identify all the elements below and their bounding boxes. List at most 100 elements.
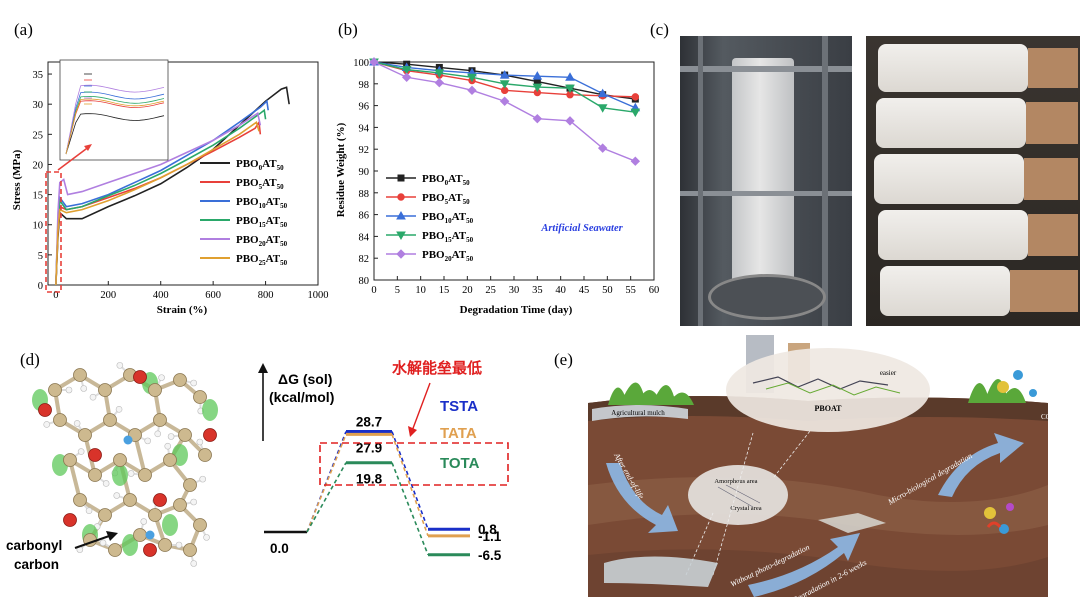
legend-label: PBO20AT50: [236, 234, 288, 248]
data-point: [435, 79, 443, 87]
y-tick-label: 35: [33, 70, 44, 81]
data-point: [468, 86, 476, 94]
microbe: [984, 507, 996, 519]
y-tick-label: 92: [359, 145, 370, 156]
degradation-schematic: (e) PBOAT easier Agricultural mulch Amor…: [548, 335, 1080, 610]
lowest-barrier-annotation: 水解能垒最低: [392, 359, 482, 377]
carbon-atom: [104, 414, 117, 427]
molecule-structure: [32, 362, 218, 566]
carbon-atom: [109, 544, 122, 557]
hydrogen-atom: [90, 394, 96, 400]
co2-bubble: [997, 381, 1009, 393]
oxygen-atom: [39, 404, 52, 417]
hydrogen-atom: [155, 431, 161, 437]
co2-label: CO₂: [1041, 413, 1054, 421]
data-point: [501, 97, 509, 105]
film-roll: [878, 210, 1028, 260]
data-point: [631, 157, 639, 165]
hydrogen-atom: [191, 499, 197, 505]
panel-label-a: (a): [14, 20, 33, 39]
panel-label-e: (e): [554, 350, 573, 369]
pathway-connector: [307, 463, 346, 532]
legend-label: PBO10AT50: [236, 196, 288, 210]
y-axis-label: Residue Weight (%): [335, 122, 347, 217]
hydrogen-atom: [176, 542, 182, 548]
carbon-atom: [114, 454, 127, 467]
y-tick-label: 15: [33, 191, 44, 202]
legend-label: PBO0AT50: [422, 173, 470, 187]
y-tick-label: 0: [38, 281, 43, 292]
carbon-atom: [64, 454, 77, 467]
co2-bubble: [1029, 389, 1037, 397]
x-tick-label: 5: [395, 285, 400, 296]
delta-g-label: ΔG (sol): [278, 371, 332, 387]
hydrogen-atom: [74, 420, 80, 426]
oxygen-atom: [154, 494, 167, 507]
film-blowing-photo: [680, 36, 852, 326]
pathway-connector: [307, 434, 346, 532]
film-roll: [880, 266, 1010, 316]
carbon-atom: [194, 391, 207, 404]
carbon-atom: [54, 414, 67, 427]
carbon-atom: [174, 374, 187, 387]
pboat-label: PBOAT: [815, 404, 843, 413]
carbon-atom: [79, 429, 92, 442]
hydrogen-atom: [100, 540, 106, 546]
x-tick-label: 0: [371, 285, 376, 296]
y-tick-label: 30: [33, 100, 44, 111]
hydrogen-atom: [114, 493, 120, 499]
x-tick-label: 30: [509, 285, 520, 296]
carbon-atom: [74, 369, 87, 382]
legend-label: PBO5AT50: [236, 177, 284, 191]
carbon-atom: [139, 469, 152, 482]
energy-axis-arrow: [258, 363, 268, 373]
carbon-atom: [159, 539, 172, 552]
oxygen-atom: [144, 544, 157, 557]
carbonyl-label: carbonyl: [6, 538, 62, 553]
die-ring: [708, 274, 826, 320]
panel-label-d: (d): [20, 350, 40, 369]
y-tick-label: 100: [353, 58, 369, 69]
data-point: [398, 194, 404, 200]
hydrogen-atom: [117, 362, 123, 368]
carbon-atom: [124, 494, 137, 507]
x-tick-label: 25: [485, 285, 496, 296]
x-tick-label: 800: [258, 290, 274, 301]
carbon-atom: [194, 519, 207, 532]
data-point: [533, 115, 541, 123]
film-roll: [876, 98, 1026, 148]
carbon-atom: [179, 429, 192, 442]
panel-label-c: (c): [650, 20, 669, 39]
legend-label: PBO5AT50: [422, 192, 470, 206]
carbon-atom: [184, 479, 197, 492]
panel-e: (e) PBOAT easier Agricultural mulch Amor…: [548, 335, 1080, 610]
seawater-annotation: Artificial Seawater: [540, 223, 623, 234]
y-tick-label: 90: [359, 167, 370, 178]
legend-label: PBO0AT50: [236, 158, 284, 172]
x-tick-label: 35: [532, 285, 543, 296]
carbon-atom: [199, 449, 212, 462]
x-tick-label: 1000: [308, 290, 329, 301]
y-tick-label: 25: [33, 130, 44, 141]
data-point: [631, 109, 639, 116]
hydrogen-atom: [66, 387, 72, 393]
pathway-connector: [392, 432, 428, 530]
data-point: [403, 73, 411, 81]
y-tick-label: 94: [359, 123, 370, 134]
x-tick-label: 40: [555, 285, 566, 296]
chart-d: (d) carbonyl carbon ΔG (sol) (kcal/mol) …: [0, 335, 540, 610]
panel-label-b: (b): [338, 20, 358, 39]
pathway-name: TOTA: [440, 455, 480, 472]
x-tick-label: 50: [602, 285, 613, 296]
hydrogen-atom: [168, 434, 174, 440]
carbon-atom: [184, 544, 197, 557]
ts-value: 28.7: [356, 415, 382, 430]
oxygen-atom: [64, 514, 77, 527]
pathway-name: TSTA: [440, 398, 478, 415]
carbon-label: carbon: [14, 557, 59, 572]
x-tick-label: 400: [153, 290, 169, 301]
